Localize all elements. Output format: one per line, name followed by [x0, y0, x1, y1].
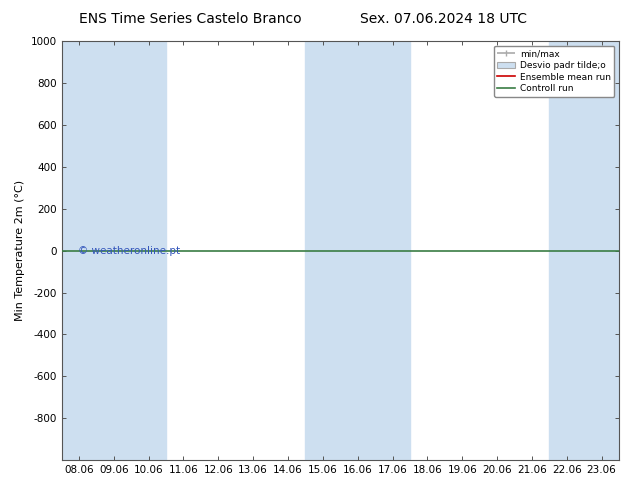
Text: ENS Time Series Castelo Branco: ENS Time Series Castelo Branco	[79, 12, 302, 26]
Text: Sex. 07.06.2024 18 UTC: Sex. 07.06.2024 18 UTC	[360, 12, 527, 26]
Bar	[61, 41, 96, 460]
Legend: min/max, Desvio padr tilde;o, Ensemble mean run, Controll run: min/max, Desvio padr tilde;o, Ensemble m…	[494, 46, 614, 97]
Bar	[584, 41, 619, 460]
Bar	[306, 41, 340, 460]
Bar	[375, 41, 410, 460]
Bar	[96, 41, 131, 460]
Y-axis label: Min Temperature 2m (°C): Min Temperature 2m (°C)	[15, 180, 25, 321]
Bar	[549, 41, 584, 460]
Text: © weatheronline.pt: © weatheronline.pt	[78, 245, 181, 256]
Bar	[131, 41, 166, 460]
Bar	[340, 41, 375, 460]
